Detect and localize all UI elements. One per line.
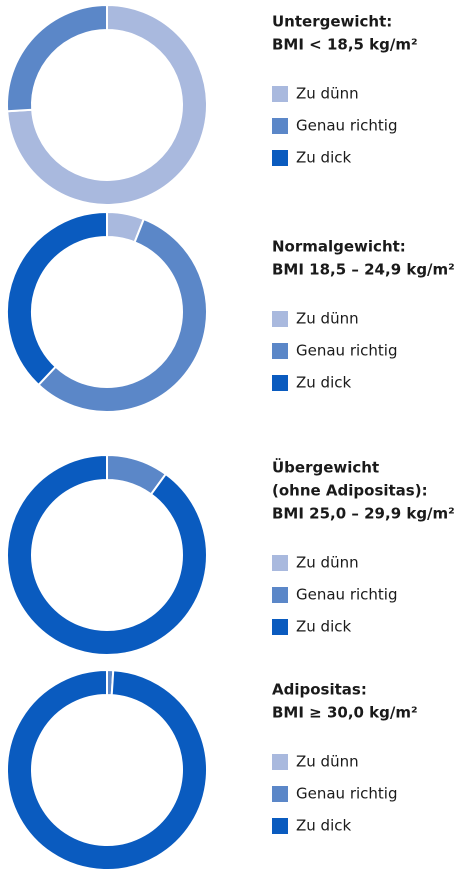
chart-title: Übergewicht bbox=[272, 458, 379, 477]
legend-swatch bbox=[272, 343, 288, 359]
legend-swatch bbox=[272, 786, 288, 802]
donut-segment bbox=[6, 3, 208, 206]
legend-label: Zu dünn bbox=[296, 310, 359, 328]
legend-swatch bbox=[272, 818, 288, 834]
legend-label: Zu dick bbox=[296, 149, 351, 167]
donut-segment bbox=[6, 453, 208, 656]
legend-swatch bbox=[272, 587, 288, 603]
chart-title: Normalgewicht: bbox=[272, 238, 406, 256]
legend-label: Genau richtig bbox=[296, 117, 397, 135]
legend-label: Zu dick bbox=[296, 374, 351, 392]
legend-swatch bbox=[272, 555, 288, 571]
legend-swatch bbox=[272, 754, 288, 770]
chart-title: BMI ≥ 30,0 kg/m² bbox=[272, 704, 418, 722]
donut-segment bbox=[6, 668, 208, 869]
legend-label: Zu dick bbox=[296, 618, 351, 636]
legend-label: Zu dick bbox=[296, 817, 351, 835]
donut-segment bbox=[6, 3, 108, 113]
chart-title: Adipositas: bbox=[272, 681, 367, 699]
donut-segment bbox=[6, 210, 108, 387]
chart-title: BMI 25,0 – 29,9 kg/m² bbox=[272, 505, 455, 523]
legend-label: Zu dünn bbox=[296, 85, 359, 103]
chart-title: BMI < 18,5 kg/m² bbox=[272, 36, 418, 54]
legend-swatch bbox=[272, 375, 288, 391]
legend-label: Genau richtig bbox=[296, 342, 397, 360]
legend-swatch bbox=[272, 150, 288, 166]
legend-swatch bbox=[272, 619, 288, 635]
chart-title: BMI 18,5 – 24,9 kg/m² bbox=[272, 261, 455, 279]
legend-label: Genau richtig bbox=[296, 785, 397, 803]
donut-segment bbox=[37, 217, 208, 413]
legend-label: Genau richtig bbox=[296, 586, 397, 604]
chart-title: Untergewicht: bbox=[272, 13, 392, 31]
legend-label: Zu dünn bbox=[296, 554, 359, 572]
legend-swatch bbox=[272, 118, 288, 134]
legend-swatch bbox=[272, 86, 288, 102]
chart-title: (ohne Adipositas): bbox=[272, 482, 428, 500]
legend-swatch bbox=[272, 311, 288, 327]
legend-label: Zu dünn bbox=[296, 753, 359, 771]
